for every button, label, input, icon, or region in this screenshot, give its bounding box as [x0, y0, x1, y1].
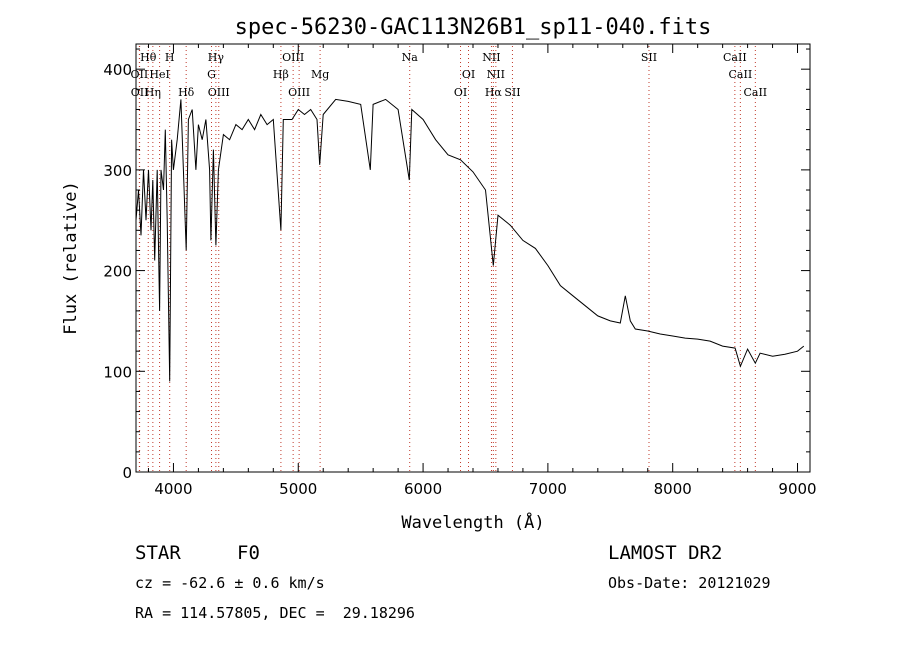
- y-tick-label: 400: [103, 61, 132, 79]
- y-tick-label: 100: [103, 363, 132, 381]
- emission-line-label: Na: [402, 51, 419, 64]
- sky-coordinates: RA = 114.57805, DEC = 29.18296: [135, 604, 415, 622]
- emission-line-label: OIII: [282, 51, 304, 64]
- emission-line-label: Hα: [485, 86, 503, 99]
- emission-line-markers: [138, 46, 756, 472]
- chart-title: spec-56230-GAC113N26B1_sp11-040.fits: [235, 15, 712, 40]
- x-tick-label: 7000: [529, 480, 567, 498]
- emission-line-label: CaII: [743, 86, 767, 99]
- x-tick-label: 4000: [154, 480, 192, 498]
- x-tick-label: 9000: [778, 480, 816, 498]
- emission-line-label: NII: [487, 68, 505, 81]
- y-tick-label: 300: [103, 162, 132, 180]
- emission-line-label: Hδ: [178, 86, 195, 99]
- emission-line-labels: Hθ H Hγ OIII Na NII SII CaII OII HeI G Hβ Mg OI NII CaI…: [131, 51, 768, 99]
- x-tick-label: 5000: [279, 480, 317, 498]
- survey-name: LAMOST DR2: [608, 542, 723, 564]
- x-tick-label: 6000: [404, 480, 442, 498]
- redshift-velocity: cz = -62.6 ± 0.6 km/s: [135, 574, 325, 592]
- y-tick-label: 200: [103, 263, 132, 281]
- object-subclass: F0: [237, 542, 260, 564]
- emission-line-label: Hθ: [140, 51, 157, 64]
- x-tick-label: 8000: [654, 480, 692, 498]
- emission-line-label: OII: [131, 68, 149, 81]
- emission-line-label: SII: [504, 86, 520, 99]
- emission-line-label: Hη: [145, 86, 161, 99]
- y-axis-label: Flux (relative): [61, 181, 81, 335]
- plot-frame: [135, 43, 811, 473]
- spectrum-series-line: [135, 98, 805, 382]
- emission-line-label: CaII: [723, 51, 747, 64]
- emission-line-label: H: [165, 51, 175, 64]
- emission-line-label: HeI: [149, 68, 169, 81]
- emission-line-label: OII: [131, 86, 149, 99]
- emission-line-label: OI: [454, 86, 467, 99]
- emission-line-label: CaII: [729, 68, 753, 81]
- x-axis-ticks: 4000 5000 6000 7000 8000 9000: [147, 44, 817, 498]
- y-axis-ticks: 0 100 200 300 400: [103, 48, 810, 482]
- emission-line-label: Hβ: [273, 68, 289, 81]
- emission-line-label: Mg: [311, 68, 329, 81]
- y-tick-label: 0: [122, 464, 132, 482]
- emission-line-label: G: [207, 68, 216, 81]
- object-class: STAR: [135, 542, 181, 564]
- emission-line-label: OIII: [288, 86, 310, 99]
- observation-date: Obs-Date: 20121029: [608, 574, 771, 592]
- emission-line-label: NII: [482, 51, 500, 64]
- emission-line-label: SII: [641, 51, 657, 64]
- emission-line-label: OI: [462, 68, 475, 81]
- emission-line-label: Hγ: [208, 51, 225, 64]
- x-axis-label: Wavelength (Å): [401, 511, 544, 533]
- emission-line-label: OIII: [208, 86, 230, 99]
